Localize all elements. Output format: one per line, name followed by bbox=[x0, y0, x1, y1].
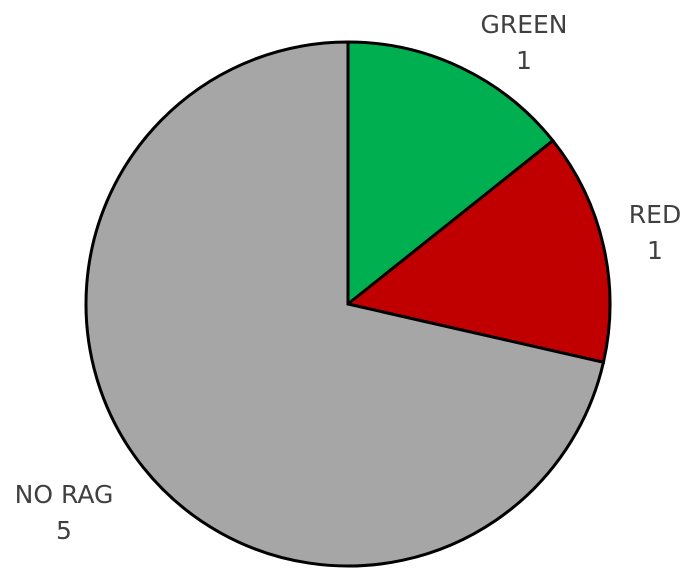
pie-slice-green bbox=[346, 40, 555, 308]
data-label-category-red: RED bbox=[629, 200, 681, 229]
data-label-category-green: GREEN bbox=[480, 10, 567, 39]
pie-slices bbox=[84, 40, 612, 568]
pie-slice-red bbox=[344, 138, 612, 365]
data-label-category-no-rag: NO RAG bbox=[15, 480, 114, 509]
data-label-value-no-rag: 5 bbox=[56, 516, 72, 545]
data-label-value-red: 1 bbox=[647, 236, 663, 265]
pie-data-labels: GREEN 1 RED 1 NO RAG 5 bbox=[15, 10, 682, 545]
data-label-value-green: 1 bbox=[516, 46, 532, 75]
pie-slice-no-rag bbox=[84, 40, 606, 568]
